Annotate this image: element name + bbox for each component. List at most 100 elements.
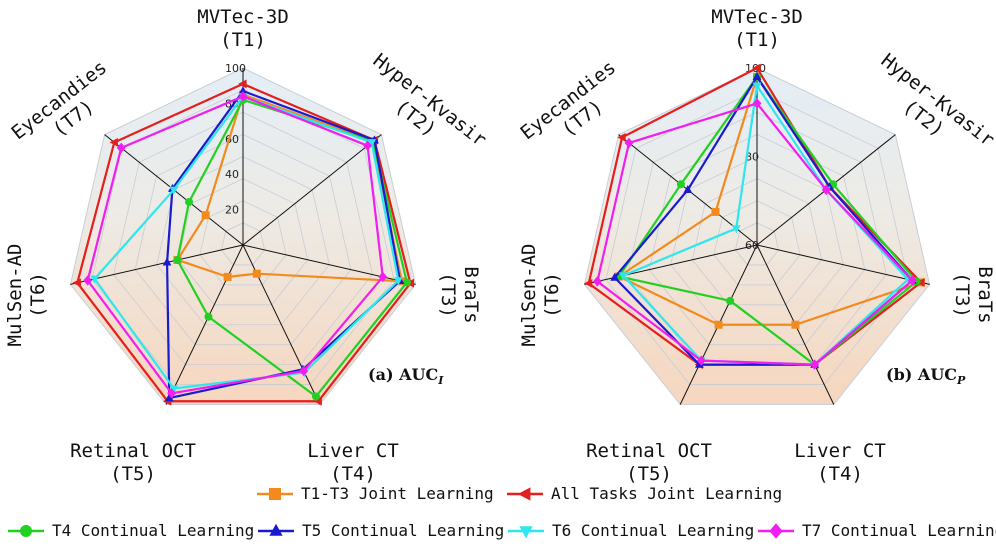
data-point <box>821 184 831 196</box>
grid-ring <box>734 222 780 266</box>
grid-ring <box>70 67 416 405</box>
grid-ring <box>648 133 866 346</box>
legend-label: T5 Continual Learning <box>302 521 504 540</box>
data-point <box>714 320 723 329</box>
data-point <box>238 91 248 102</box>
tick-label: 100 <box>225 62 246 75</box>
data-point <box>169 385 179 394</box>
axis-label-brats: BraTs(T3) <box>951 266 996 323</box>
data-point <box>72 278 81 288</box>
data-point <box>393 277 403 286</box>
legend-item-t4-continual-learning: T4 Continual Learning <box>8 521 254 540</box>
legend-item-t6-continual-learning: T6 Continual Learning <box>508 521 754 540</box>
grid-ring <box>605 89 909 385</box>
data-point <box>173 255 182 264</box>
data-point <box>683 185 693 194</box>
data-point <box>731 225 741 234</box>
series-t6-continual-learning <box>90 93 403 394</box>
legend-marker <box>769 523 783 539</box>
legend-item-t1-t3-joint-learning: T1-T3 Joint Learning <box>257 484 494 503</box>
data-point <box>201 211 210 220</box>
series-line <box>596 102 914 366</box>
data-point <box>752 63 761 73</box>
axis-label-brats: BraTs(T3) <box>437 266 482 323</box>
series-t5-continual-learning <box>610 72 917 368</box>
axis-label-liver-ct: Liver CT (T4) <box>307 440 399 485</box>
data-point <box>583 279 593 288</box>
grid-ring <box>713 200 801 286</box>
grid-ring <box>199 200 287 286</box>
series-line <box>76 82 412 403</box>
data-point <box>238 79 247 89</box>
series-line <box>93 95 400 390</box>
data-point <box>610 272 620 281</box>
data-point <box>676 180 685 189</box>
grid-ring <box>177 178 309 306</box>
axis-spoke <box>165 244 244 405</box>
data-point <box>313 396 322 406</box>
radar-chart-auc-i: MVTec-3D (T1)Hyper-Kvasir(T2)BraTs(T3)Liv… <box>4 6 491 485</box>
data-point <box>204 312 213 321</box>
data-point <box>624 137 634 149</box>
legend-item-t5-continual-learning: T5 Continual Learning <box>258 521 504 540</box>
legend-label: T7 Continual Learning <box>802 521 996 540</box>
series-line <box>165 89 402 400</box>
data-point <box>162 257 172 266</box>
legend: T1-T3 Joint Learning All Tasks Joint Lear… <box>8 484 996 540</box>
legend-marker <box>269 523 283 536</box>
legend-marker <box>269 488 281 500</box>
axis-label-mulsen-ad: MulSen-AD(T6) <box>518 244 563 347</box>
data-point <box>367 139 377 148</box>
legend-label: T1-T3 Joint Learning <box>301 484 494 503</box>
legend-marker <box>517 487 531 501</box>
data-point <box>185 197 194 206</box>
data-point <box>696 355 706 366</box>
data-point <box>164 393 174 402</box>
data-point <box>810 359 819 370</box>
axis-label-mvtec-3d: MVTec-3D (T1) <box>197 6 289 51</box>
legend-item-all-tasks-joint-learning: All Tasks Joint Learning <box>507 484 782 503</box>
legend-marker <box>519 526 533 539</box>
grid-ring <box>134 133 352 346</box>
data-point <box>752 72 762 81</box>
legend-label: All Tasks Joint Learning <box>551 484 782 503</box>
legend-item-t7-continual-learning: T7 Continual Learning <box>758 521 996 540</box>
grid-ring <box>113 111 373 366</box>
legend-marker <box>20 525 32 537</box>
data-point <box>167 388 176 399</box>
panel-title: (a) AUCI <box>368 365 444 387</box>
data-point <box>592 276 602 287</box>
axis-label-retinal-oct: Retinal OCT (T5) <box>70 440 196 485</box>
data-point <box>238 86 248 95</box>
axis-spoke <box>242 134 382 246</box>
axis-spoke <box>756 244 930 285</box>
data-point <box>169 186 179 195</box>
data-point <box>402 278 411 287</box>
axis-label-retinal-oct: Retinal OCT (T5) <box>586 440 712 485</box>
series-t7-continual-learning <box>592 98 917 370</box>
grid-ring <box>691 178 823 306</box>
tick-label: 60 <box>745 239 759 252</box>
panel-title: (b) AUCP <box>886 365 966 387</box>
tick-label: 80 <box>745 151 759 164</box>
legend-label: T4 Continual Learning <box>52 521 254 540</box>
grid-ring <box>220 222 266 266</box>
data-point <box>363 140 372 151</box>
axis-label-mulsen-ad: MulSen-AD(T6) <box>4 244 49 347</box>
series-line <box>86 95 384 395</box>
grid-ring <box>91 89 395 385</box>
data-point <box>752 82 762 91</box>
grid-ring <box>584 67 930 405</box>
series-line <box>613 75 914 366</box>
data-point <box>299 365 309 377</box>
data-point <box>90 275 99 284</box>
legend-label: T6 Continual Learning <box>552 521 754 540</box>
data-point <box>311 392 320 401</box>
data-point <box>695 359 704 368</box>
data-point <box>791 320 800 329</box>
data-point <box>378 271 388 283</box>
data-point <box>116 142 126 154</box>
axis-spoke <box>70 244 244 285</box>
axis-spoke <box>242 244 416 285</box>
